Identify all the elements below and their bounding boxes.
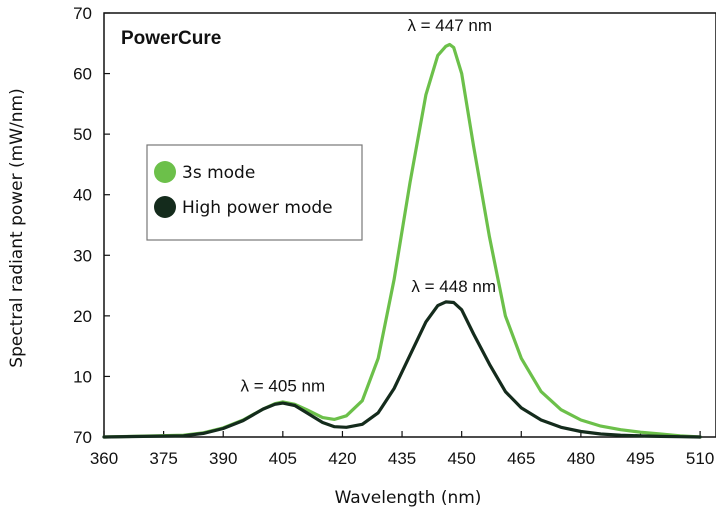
y-tick-label: 20 xyxy=(73,307,92,326)
y-axis: 70 10 20 30 40 50 60 70 xyxy=(73,4,110,447)
x-tick-label: 450 xyxy=(447,449,475,468)
legend-label-high-power-mode: High power mode xyxy=(182,198,333,218)
y-tick-label: 30 xyxy=(73,246,92,265)
y-axis-label: Spectral radiant power (mW/nm) xyxy=(7,88,27,367)
x-tick-label: 405 xyxy=(269,449,297,468)
x-tick-label: 510 xyxy=(686,449,714,468)
legend-label-3s-mode: 3s mode xyxy=(182,163,255,183)
legend-swatch-high-power-mode xyxy=(154,196,176,218)
legend-swatch-3s-mode xyxy=(154,161,176,183)
x-tick-label: 360 xyxy=(90,449,118,468)
legend-box xyxy=(146,144,363,241)
plot-frame xyxy=(103,12,716,438)
x-tick-label: 465 xyxy=(507,449,535,468)
y-tick-label: 50 xyxy=(73,125,92,144)
peak-annotation: λ = 447 nm xyxy=(407,16,492,35)
x-tick-label: 390 xyxy=(209,449,237,468)
brand-label: PowerCure xyxy=(121,28,221,49)
peak-annotation: λ = 405 nm xyxy=(241,377,326,396)
y-tick-label: 70 xyxy=(73,4,92,23)
series-line-3s-mode xyxy=(102,42,702,439)
x-tick-label: 495 xyxy=(626,449,654,468)
y-tick-label: 10 xyxy=(73,367,92,386)
x-tick-label: 480 xyxy=(567,449,595,468)
series-line-high-power-mode xyxy=(102,300,702,439)
x-axis-label: Wavelength (nm) xyxy=(335,488,482,508)
peak-annotation: λ = 448 nm xyxy=(411,277,496,296)
y-tick-label: 60 xyxy=(73,65,92,84)
y-tick-label: 70 xyxy=(73,428,92,447)
legend: 3s mode High power mode xyxy=(146,144,363,241)
series-layer xyxy=(102,42,702,439)
y-tick-label: 40 xyxy=(73,186,92,205)
x-tick-label: 435 xyxy=(388,449,416,468)
x-tick-label: 375 xyxy=(149,449,177,468)
annotation-layer: λ = 447 nm λ = 448 nm λ = 405 nm xyxy=(241,16,496,395)
x-axis: 360 375 390 405 420 435 450 465 480 495 510 xyxy=(90,431,714,468)
x-tick-label: 420 xyxy=(328,449,356,468)
